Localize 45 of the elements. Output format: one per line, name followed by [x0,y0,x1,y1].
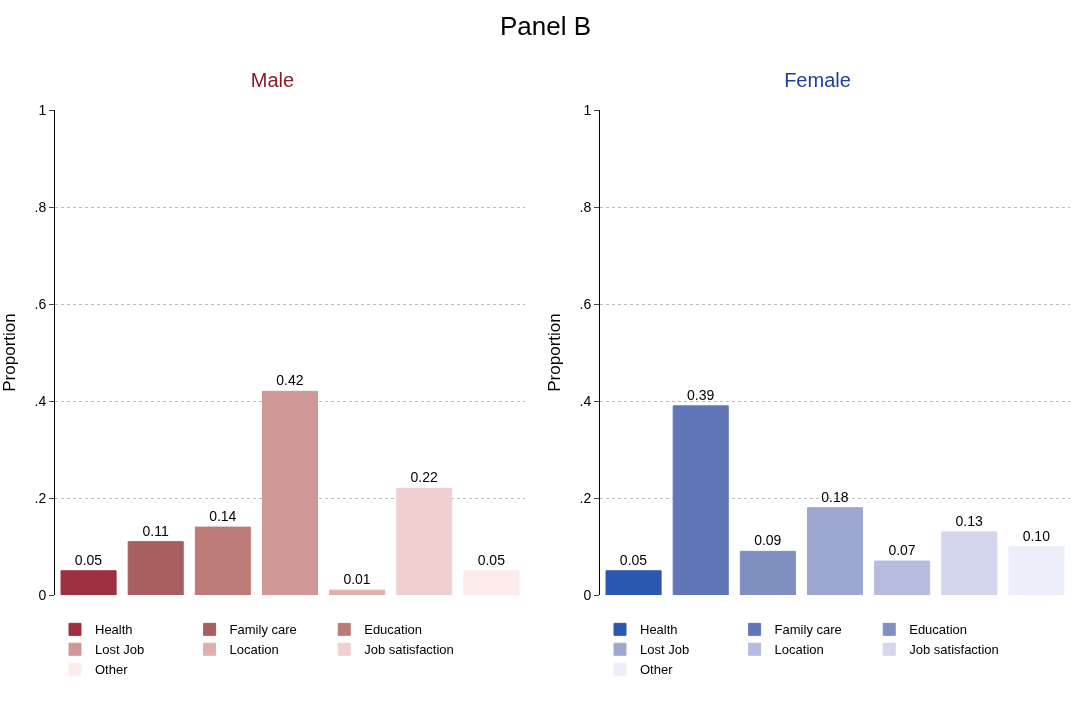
chart-title: Female [784,68,851,91]
data-label: 0.09 [754,532,782,549]
data-label: 0.14 [209,508,237,525]
legend-label: Family care [229,622,297,638]
y-tick-label: .4 [579,392,592,409]
y-tick-label: 0 [583,586,592,603]
legend-label: Job satisfaction [909,642,999,658]
legend-label: Health [640,622,678,638]
data-label: 0.07 [888,542,916,559]
y-tick-label: .6 [34,295,47,312]
chart-title: Male [250,68,295,91]
legend-label: Education [909,622,968,638]
legend-label: Job satisfaction [364,642,454,658]
data-label: 0.18 [821,488,849,505]
data-label: 0.05 [619,551,648,568]
legend-label: Other [95,662,129,678]
y-tick-label: .6 [579,295,592,312]
data-label: 0.11 [142,522,169,539]
data-label: 0.10 [1022,527,1051,544]
y-axis-title: Proportion [545,313,564,392]
text: Panel B [498,10,593,43]
y-tick-label: .4 [34,392,47,409]
y-axis-title: Proportion [0,313,19,392]
y-tick-label: .8 [34,198,47,215]
legend-label: Other [640,662,674,678]
y-tick-label: .2 [579,489,592,506]
y-tick-label: 1 [583,101,592,118]
legend-label: Location [774,642,824,658]
legend-label: Education [364,622,423,638]
y-tick-label: 0 [38,586,47,603]
y-tick-label: 1 [38,101,47,118]
data-label: 0.01 [343,571,371,588]
data-label: 0.39 [686,386,715,403]
data-label: 0.05 [74,551,103,568]
legend-label: Health [95,622,133,638]
legend-label: Lost Job [640,642,690,658]
data-label: 0.22 [410,469,439,486]
data-label: 0.05 [477,551,506,568]
legend-label: Family care [774,622,842,638]
data-label: 0.42 [276,372,304,389]
legend-label: Location [229,642,279,658]
legend-label: Lost Job [95,642,145,658]
y-tick-label: .8 [579,198,592,215]
data-label: 0.13 [955,512,984,529]
y-tick-label: .2 [34,489,47,506]
